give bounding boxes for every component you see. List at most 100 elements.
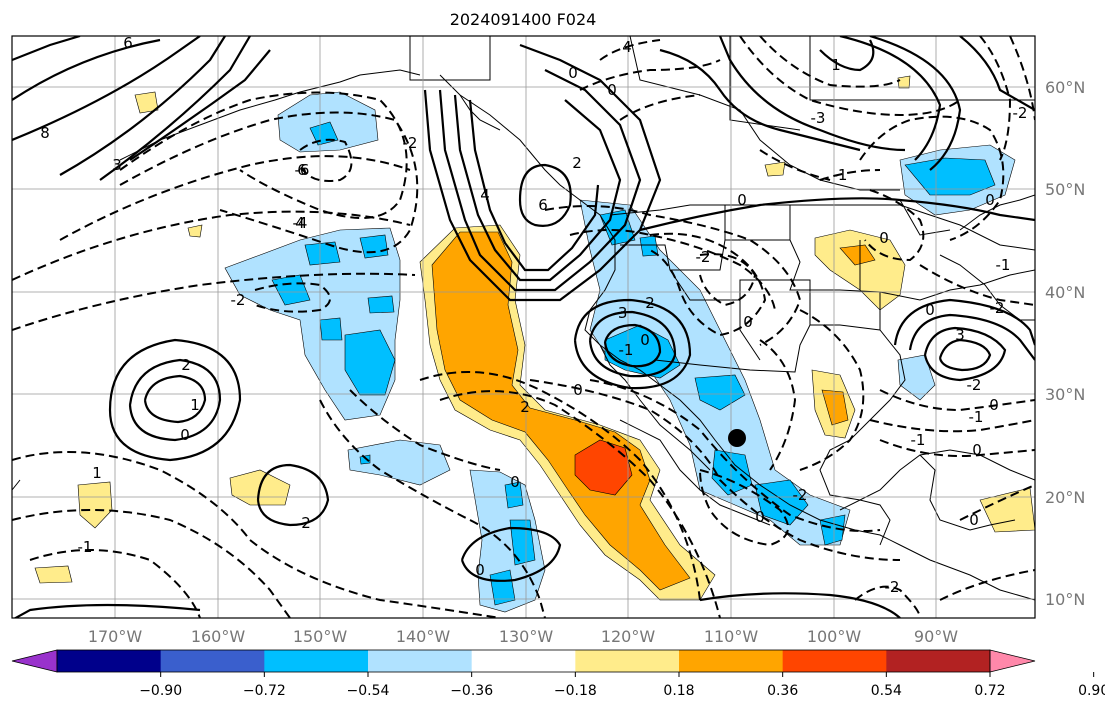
lon-label: 100°W xyxy=(807,627,862,646)
contour-label: 0 xyxy=(510,473,520,491)
contour-label: 3 xyxy=(955,326,965,344)
colorbar-cell xyxy=(471,650,576,672)
contour-label: 1 xyxy=(190,396,200,414)
colorbar-tick-label: 0.72 xyxy=(974,683,1005,699)
lon-label: 160°W xyxy=(191,627,246,646)
coastlines xyxy=(12,36,1035,601)
colorbar-tick-label: 0.90 xyxy=(1078,683,1105,699)
contour-label: -2 xyxy=(990,299,1005,317)
contour-label: 0 xyxy=(640,331,650,349)
contour-label: -2 xyxy=(1013,104,1028,122)
lat-label: 10°N xyxy=(1045,590,1085,609)
contour-label: 0 xyxy=(985,191,995,209)
colorbar-cell xyxy=(57,650,162,672)
contour-label: 2 xyxy=(301,514,311,532)
lat-label: 60°N xyxy=(1045,78,1085,97)
contour-label: -2 xyxy=(885,578,900,596)
colorbar-cell xyxy=(886,650,991,672)
colorbar-tick-label: 0.18 xyxy=(663,683,694,699)
contour-label: -2 xyxy=(231,291,246,309)
colorbar-extend-high xyxy=(989,649,1036,673)
colorbar-cell xyxy=(679,650,784,672)
contour-label: -1 xyxy=(833,166,848,184)
map-panel: 866446320024121012020-6-4-2-1-2-3-1-20-1… xyxy=(11,34,1036,619)
lat-label: 40°N xyxy=(1045,283,1085,302)
contour-label: -2 xyxy=(967,376,982,394)
colorbar-extend-low xyxy=(11,649,58,673)
lat-label: 20°N xyxy=(1045,488,1085,507)
lon-label: 110°W xyxy=(704,627,759,646)
contour-label: 2 xyxy=(181,356,191,374)
colorbar-cell xyxy=(782,650,887,672)
contour-label: 3 xyxy=(112,156,122,174)
contour-label: -1 xyxy=(969,408,984,426)
contour-label: 2 xyxy=(645,294,655,312)
contour-label: -6 xyxy=(295,161,310,179)
contour-labels: 866446320024121012020-6-4-2-1-2-3-1-20-1… xyxy=(40,34,1028,596)
contour-label: 0 xyxy=(737,191,747,209)
colorbar: −0.90 −0.72 −0.54 −0.36 −0.18 0.18 0.36 0.54 0.7… xyxy=(11,649,1105,699)
colorbar-cell xyxy=(368,650,473,672)
longitude-labels: 170°W 160°W 150°W 140°W 130°W 120°W 110°… xyxy=(88,627,958,646)
contour-label: -4 xyxy=(293,214,308,232)
colorbar-tick-label: −0.90 xyxy=(139,683,182,699)
lon-label: 150°W xyxy=(293,627,348,646)
map-frame xyxy=(11,35,1036,619)
lat-label: 30°N xyxy=(1045,385,1085,404)
contour-label: 4 xyxy=(480,186,490,204)
lon-label: 170°W xyxy=(88,627,143,646)
contour-label: 0 xyxy=(879,229,889,247)
lon-label: 90°W xyxy=(914,627,958,646)
contour-label: 6 xyxy=(297,161,307,179)
contour-label: -1 xyxy=(619,341,634,359)
contour-label: -1 xyxy=(996,256,1011,274)
contour-label: 4 xyxy=(295,214,305,232)
contour-label: 0 xyxy=(607,81,617,99)
colorbar-cell xyxy=(264,650,369,672)
contour-label: -3 xyxy=(811,109,826,127)
positive-contours xyxy=(12,36,1035,618)
contour-label: 0 xyxy=(969,511,979,529)
contour-label: -1 xyxy=(78,538,93,556)
latitude-labels: 60°N 50°N 40°N 30°N 20°N 10°N xyxy=(1045,78,1085,609)
lon-label: 140°W xyxy=(396,627,451,646)
contour-label: 1 xyxy=(831,56,841,74)
contour-label: -3 xyxy=(613,304,628,322)
contour-label: -2 xyxy=(696,248,711,266)
contour-label: 0 xyxy=(573,381,583,399)
contour-label: 2 xyxy=(520,398,530,416)
colorbar-cell xyxy=(575,650,680,672)
contour-label: 6 xyxy=(123,34,133,52)
negative-contours xyxy=(12,36,1035,618)
colorbar-tick-label: −0.18 xyxy=(554,683,597,699)
shaded-field xyxy=(34,75,1035,613)
storm-location-marker xyxy=(728,429,746,447)
colorbar-tick-label: −0.72 xyxy=(243,683,286,699)
contour-label: 0 xyxy=(755,508,765,526)
figure-title: 2024091400 F024 xyxy=(450,10,597,29)
colorbar-tick-label: 0.36 xyxy=(767,683,798,699)
lon-label: 120°W xyxy=(601,627,656,646)
contour-label: 2 xyxy=(572,154,582,172)
contour-label: 0 xyxy=(568,64,578,82)
colorbar-cell xyxy=(160,650,265,672)
colorbar-tick-label: 0.54 xyxy=(871,683,902,699)
contour-label: 0 xyxy=(989,396,999,414)
contour-label: -2 xyxy=(403,134,418,152)
lon-label: 130°W xyxy=(499,627,554,646)
contour-label: 0 xyxy=(743,313,753,331)
colorbar-tick-label: −0.54 xyxy=(347,683,390,699)
contour-label: 0 xyxy=(475,561,485,579)
contour-label: 0 xyxy=(972,441,982,459)
colorbar-frame xyxy=(56,649,991,673)
contour-label: -2 xyxy=(793,486,808,504)
contour-label: 0 xyxy=(925,301,935,319)
contour-label: 0 xyxy=(180,426,190,444)
lat-label: 50°N xyxy=(1045,180,1085,199)
contour-label: -1 xyxy=(911,431,926,449)
colorbar-tick-label: −0.36 xyxy=(450,683,493,699)
contour-label: 4 xyxy=(622,38,632,56)
contour-label: 6 xyxy=(538,196,548,214)
contour-label: 1 xyxy=(92,464,102,482)
